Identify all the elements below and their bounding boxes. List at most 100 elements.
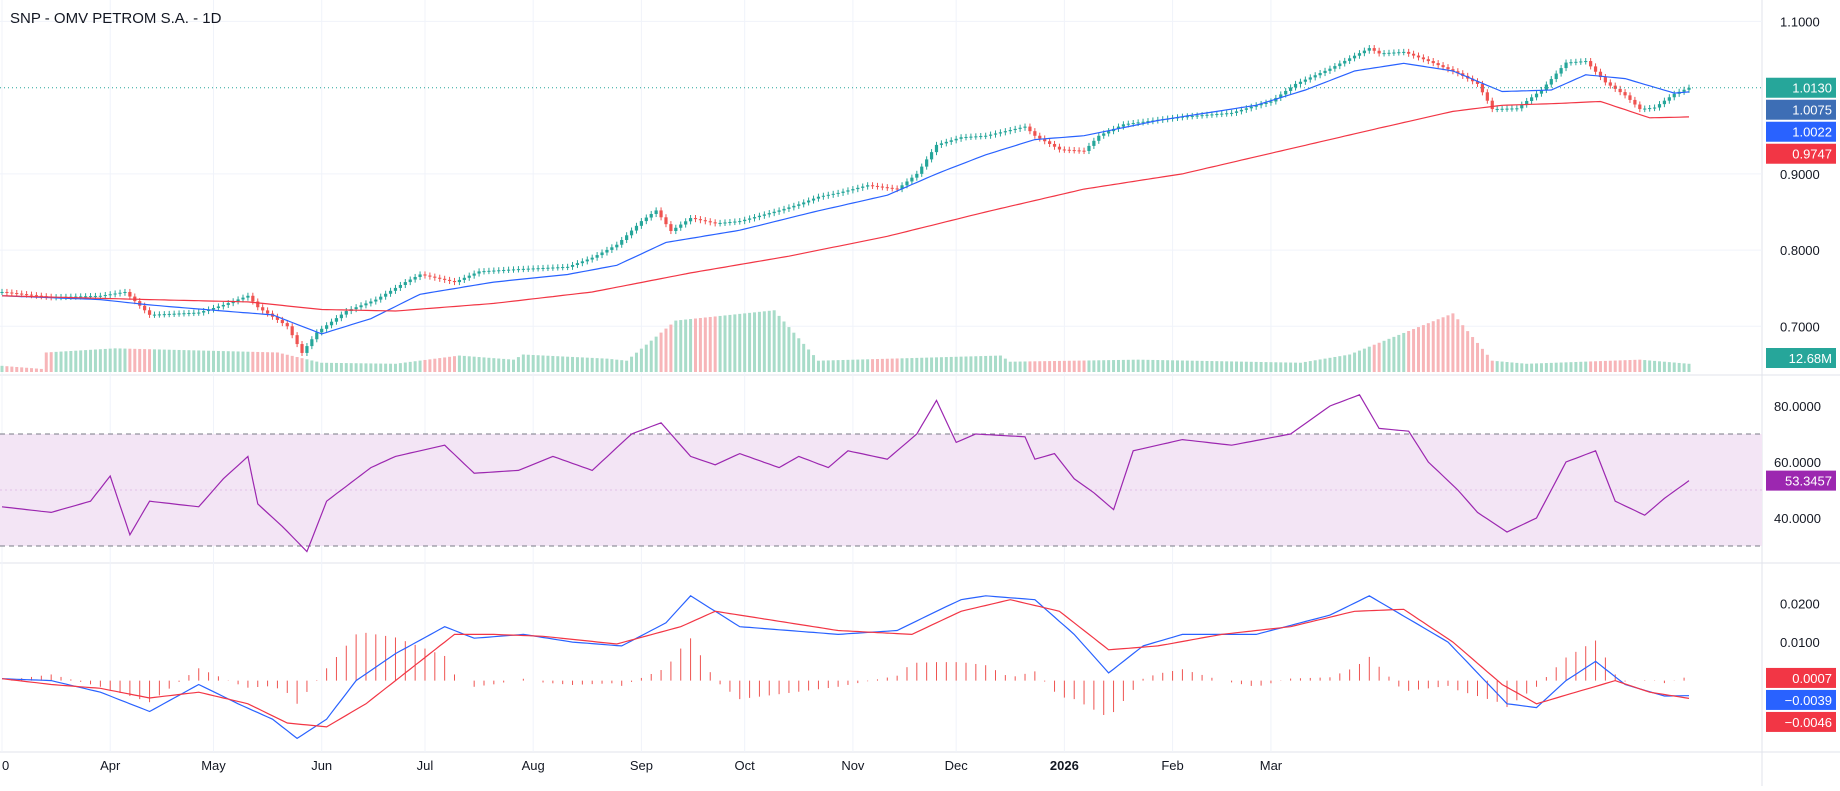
candle-body [1382, 53, 1386, 55]
candle-body [1018, 127, 1022, 129]
volume-bar [1254, 361, 1258, 372]
candle-body [1431, 61, 1435, 64]
candle-body [1067, 149, 1071, 151]
candle-body [300, 344, 304, 353]
candle-body [1456, 71, 1460, 74]
candle-body [1210, 114, 1214, 116]
candle-body [1613, 85, 1617, 89]
volume-bar [630, 356, 634, 372]
volume-bar [1382, 340, 1386, 372]
volume-bar [610, 359, 614, 372]
candle-body [457, 279, 462, 283]
volume-bar [423, 359, 427, 372]
candle-body [1633, 99, 1637, 105]
volume-bar [84, 350, 88, 372]
candle-body [1352, 55, 1357, 59]
volume-bar [443, 357, 447, 372]
candle-body [1072, 150, 1076, 152]
candle-body [1643, 108, 1647, 110]
volume-bar [698, 318, 702, 372]
volume-bar [275, 352, 279, 372]
price-tag-label: 1.0075 [1792, 103, 1832, 118]
candle-body [1569, 62, 1573, 64]
volume-bar [1126, 359, 1130, 372]
volume-bar [1151, 359, 1155, 372]
volume-bar [1308, 361, 1312, 372]
volume-bar [1161, 360, 1165, 372]
volume-bar [895, 358, 899, 372]
volume-bar [1033, 361, 1037, 372]
volume-bar [1249, 361, 1253, 372]
candle-body [870, 185, 875, 187]
volume-bar [664, 328, 668, 372]
candle-body [856, 187, 860, 190]
candle-body [979, 136, 983, 138]
volume-bar [1328, 357, 1332, 372]
y-tick-label: 60.0000 [1774, 455, 1821, 470]
volume-bar [1264, 362, 1268, 372]
candle-body [629, 230, 634, 236]
volume-bar [1053, 361, 1057, 372]
volume-bar [915, 357, 919, 372]
price-tag [1766, 99, 1836, 120]
volume-bar [1564, 362, 1568, 372]
volume-bar [826, 360, 830, 372]
volume-bar [1057, 360, 1061, 372]
candle-body [895, 188, 899, 190]
candle-body [1244, 108, 1248, 110]
volume-bar [649, 340, 653, 372]
volume-bar [605, 358, 609, 372]
volume-bar [1618, 360, 1622, 372]
volume-bar [315, 361, 319, 372]
candle-body [1048, 141, 1052, 144]
candle-body [211, 307, 216, 310]
candle-body [723, 222, 727, 224]
volume-bar [757, 311, 761, 372]
candle-body [1451, 69, 1455, 72]
candle-body [1343, 60, 1347, 64]
candle-body [1033, 131, 1037, 136]
candle-body [1254, 105, 1258, 107]
candle-body [954, 138, 958, 141]
volume-bar [1667, 362, 1671, 372]
volume-bar [89, 349, 93, 372]
volume-bar [541, 355, 545, 372]
x-tick-label: Oct [735, 758, 756, 773]
candle-body [693, 218, 698, 220]
candle-body [772, 211, 776, 214]
candle-body [1348, 58, 1352, 61]
volume-bar [620, 360, 624, 372]
volume-bar [1446, 315, 1450, 372]
volume-bar [723, 315, 727, 372]
volume-bar [207, 350, 211, 372]
volume-bar [1185, 360, 1189, 372]
volume-bar [1461, 325, 1465, 372]
candle-body [718, 222, 722, 224]
volume-bar [787, 327, 791, 372]
volume-bar [1594, 361, 1598, 372]
volume-bar [782, 321, 786, 372]
volume-bar [1466, 331, 1470, 372]
candle-body [1116, 126, 1121, 129]
candle-body [1239, 109, 1244, 112]
volume-bar [1633, 359, 1637, 372]
volume-bar [954, 356, 958, 372]
volume-bar [118, 348, 122, 372]
volume-bar [1175, 360, 1179, 372]
x-tick-label: 2026 [1050, 758, 1079, 773]
candle-body [787, 207, 791, 209]
volume-bar [974, 356, 978, 372]
volume-bar [103, 348, 107, 372]
volume-bar [743, 313, 747, 372]
volume-bar [885, 358, 889, 372]
volume-bar [477, 357, 481, 372]
volume-bar [964, 356, 968, 372]
volume-bar [398, 363, 402, 372]
candle-body [664, 217, 668, 225]
volume-bar [969, 356, 973, 372]
candle-body [610, 247, 614, 250]
candle-body [1485, 92, 1489, 101]
candle-body [1052, 143, 1057, 147]
volume-bar [1274, 362, 1278, 372]
